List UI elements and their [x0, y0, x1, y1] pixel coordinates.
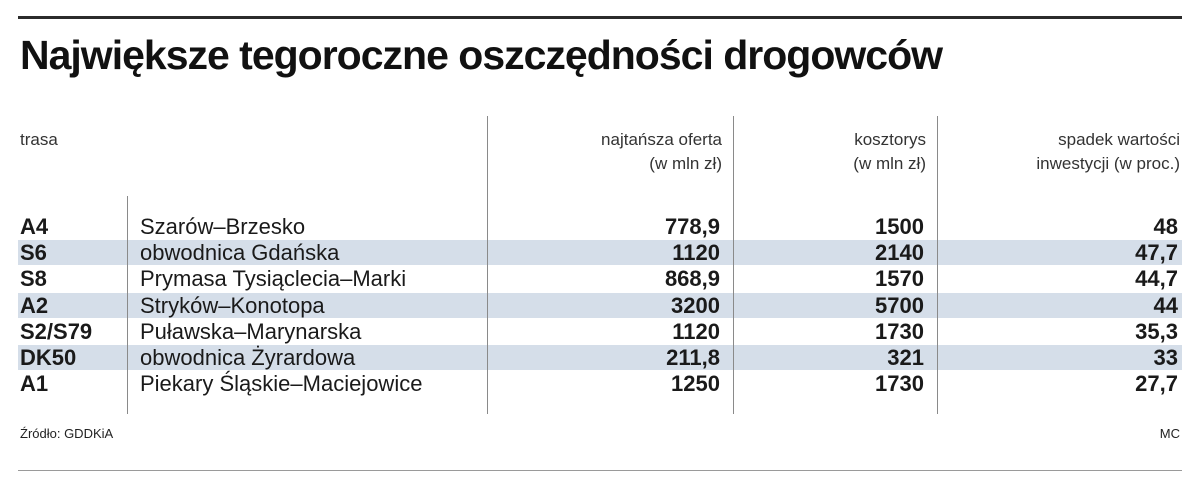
route-code: S6: [20, 240, 47, 266]
header-drop-line2: inwestycji (w proc.): [1036, 154, 1180, 173]
route-name: Szarów–Brzesko: [140, 214, 306, 239]
offer-value: 211,8: [666, 345, 720, 370]
table-row: S2/S79 Puławska–Marynarska 1120 1730 35,3: [18, 319, 1182, 344]
estimate-value: 2140: [875, 240, 924, 266]
table-row: S6 obwodnica Gdańska 1120 2140 47,7: [18, 240, 1182, 266]
route-code: DK50: [20, 345, 77, 370]
header-offer-line1: najtańsza oferta: [601, 130, 722, 149]
estimate-value: 1730: [875, 371, 924, 397]
header-offer-line2: (w mln zł): [649, 154, 722, 173]
route-name: obwodnica Żyrardowa: [140, 345, 356, 370]
offer-value: 1250: [671, 371, 720, 397]
estimate-value: 1500: [875, 214, 924, 239]
drop-value: 27,7: [1135, 371, 1178, 397]
header-drop: spadek wartości inwestycji (w proc.): [940, 128, 1180, 176]
header-estimate: kosztorys (w mln zł): [740, 128, 926, 176]
header-offer: najtańsza oferta (w mln zł): [480, 128, 722, 176]
table-row: A4 Szarów–Brzesko 778,9 1500 48: [18, 214, 1182, 239]
route-name: Stryków–Konotopa: [140, 292, 325, 318]
offer-value: 1120: [672, 318, 720, 344]
drop-value: 48: [1153, 214, 1178, 239]
drop-value: 44,7: [1135, 266, 1178, 292]
drop-value: 33: [1153, 345, 1178, 370]
route-name: obwodnica Gdańska: [140, 240, 340, 266]
chart-title: Największe tegoroczne oszczędności drogo…: [20, 32, 943, 78]
estimate-value: 1730: [875, 318, 924, 344]
header-drop-line1: spadek wartości: [1058, 130, 1180, 149]
header-trasa: trasa: [20, 130, 58, 149]
top-rule: [18, 16, 1182, 19]
offer-value: 1120: [672, 240, 720, 266]
offer-value: 778,9: [664, 214, 720, 239]
route-code: A1: [20, 371, 49, 397]
drop-value: 44: [1153, 292, 1178, 318]
table-row: A2 Stryków–Konotopa 3200 5700 44: [18, 292, 1182, 318]
route-code: S8: [20, 266, 47, 292]
route-code: A2: [20, 292, 49, 318]
estimate-value: 321: [887, 345, 924, 370]
route-code: A4: [20, 214, 49, 239]
estimate-value: 5700: [875, 292, 924, 318]
offer-value: 868,9: [664, 266, 720, 292]
column-divider: [487, 116, 488, 414]
offer-value: 3200: [671, 292, 720, 318]
route-name: Prymasa Tysiąclecia–Marki: [140, 266, 407, 292]
column-divider: [733, 116, 734, 414]
table-row: DK50 obwodnica Żyrardowa 211,8 321 33: [18, 345, 1182, 370]
estimate-value: 1570: [875, 266, 924, 292]
route-name: Piekary Śląskie–Maciejowice: [140, 371, 423, 397]
drop-value: 35,3: [1135, 318, 1178, 344]
table-row: S8 Prymasa Tysiąclecia–Marki 868,9 1570 44,7: [18, 266, 1182, 291]
source-note: Źródło: GDDKiA: [20, 426, 114, 441]
author-credit: MC: [1159, 426, 1180, 441]
route-code: S2/S79: [20, 318, 93, 344]
header-estimate-line2: (w mln zł): [853, 154, 926, 173]
bottom-rule: [18, 470, 1182, 471]
drop-value: 47,7: [1135, 240, 1178, 266]
header-estimate-line1: kosztorys: [854, 130, 926, 149]
column-divider: [937, 116, 938, 414]
table-row: A1 Piekary Śląskie–Maciejowice 1250 1730 27,…: [18, 371, 1182, 396]
route-name: Puławska–Marynarska: [140, 318, 362, 344]
column-divider: [127, 196, 128, 414]
